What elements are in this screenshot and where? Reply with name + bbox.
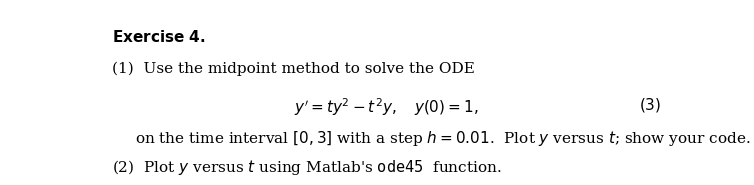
Text: $\mathbf{Exercise\ 4.}$: $\mathbf{Exercise\ 4.}$ [112, 29, 205, 45]
Text: $y' = ty^{2} - t^{2}y, \quad y(0) = 1,$: $y' = ty^{2} - t^{2}y, \quad y(0) = 1,$ [294, 96, 479, 118]
Text: $(3)$: $(3)$ [639, 96, 661, 114]
Text: (1)  Use the midpoint method to solve the ODE: (1) Use the midpoint method to solve the… [112, 62, 475, 76]
Text: (2)  Plot $y$ versus $t$ using Matlab's $\mathtt{ode45}$  function.: (2) Plot $y$ versus $t$ using Matlab's $… [112, 157, 501, 176]
Text: on the time interval $[0,3]$ with a step $h = 0.01$.  Plot $y$ versus $t$; show : on the time interval $[0,3]$ with a step… [135, 129, 750, 148]
